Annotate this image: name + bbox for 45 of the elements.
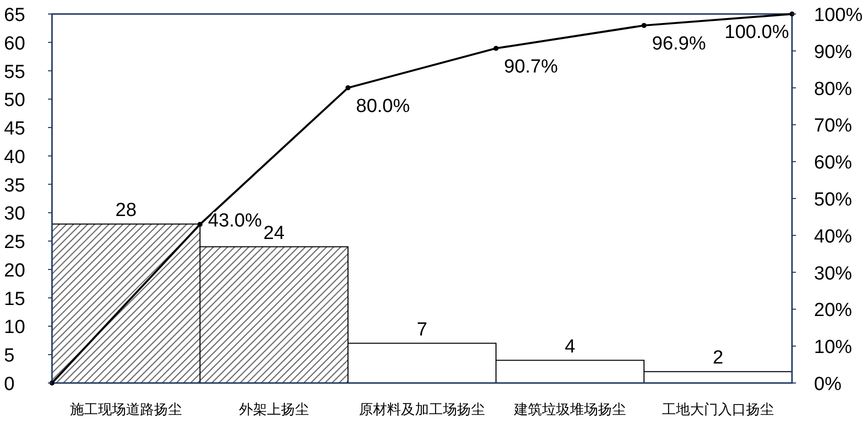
y-tick-label: 10 (4, 317, 26, 338)
y-tick-label: 65 (4, 5, 26, 26)
data-label: 28 (115, 200, 137, 222)
x-tick-label: 工地大门入口扬尘 (662, 401, 774, 417)
data-label: 90.7% (504, 56, 558, 78)
y-tick-label: 20 (4, 260, 26, 282)
data-label: 100.0% (724, 22, 790, 43)
data-label: 2 (712, 348, 724, 369)
y2-tick-label: 20% (814, 300, 852, 322)
y2-tick-label: 80% (814, 78, 852, 100)
line-series (50, 12, 794, 386)
y2-tick-label: 30% (814, 263, 852, 284)
data-label: 96.9% (652, 33, 706, 54)
y2-tick-label: 50% (814, 190, 852, 210)
data-label: 4 (564, 336, 576, 358)
y2-tick-label: 90% (814, 42, 852, 63)
y2-tick-label: 60% (814, 152, 852, 174)
y-tick-label: 45 (4, 118, 26, 140)
point (346, 85, 350, 90)
x-tick-label: 原材料及加工场扬尘 (359, 401, 485, 417)
x-tick-label: 施工现场道路扬尘 (70, 401, 182, 417)
y-tick-label: 50 (4, 90, 26, 112)
y-tick-label: 55 (4, 62, 26, 83)
y-tick-label: 40 (4, 146, 26, 168)
y-tick-label: 30 (4, 204, 26, 225)
y-tick-label: 35 (4, 175, 26, 196)
x-tick-label: 外架上扬尘 (239, 401, 309, 417)
x-tick-label: 建筑垃圾堆场扬尘 (513, 401, 626, 417)
point (198, 222, 202, 227)
y-tick-label: 0 (4, 374, 15, 395)
point (642, 22, 646, 28)
y2-tick-label: 0% (814, 374, 842, 395)
data-label: 80.0% (356, 96, 410, 117)
y2-tick-label: 40% (814, 226, 852, 248)
y-tick-label: 5 (4, 346, 15, 367)
y-tick-label: 15 (4, 288, 26, 310)
point (494, 46, 498, 51)
y-tick-label: 25 (4, 232, 26, 254)
y2-tick-label: 70% (814, 116, 852, 137)
data-label: 43.0% (208, 210, 262, 232)
data-label: 24 (263, 222, 285, 244)
y2-tick-label: 100% (814, 5, 863, 26)
y2-tick-label: 10% (814, 337, 852, 358)
data-label: 7 (416, 319, 428, 340)
y-tick-label: 60 (4, 33, 26, 54)
